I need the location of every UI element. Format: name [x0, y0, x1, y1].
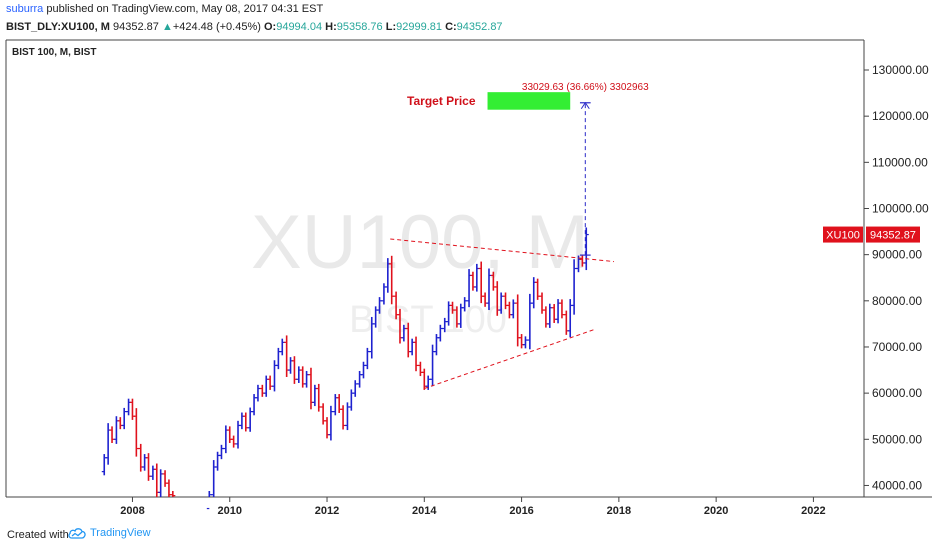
x-tick-label: 2020 [704, 505, 728, 517]
high-value: 95358.76 [336, 21, 383, 33]
y-tick-label: 100000.00 [872, 201, 929, 215]
ohlc-line: BIST_DLY:XU100, M 94352.87 ▲+424.48 (+0.… [6, 21, 503, 33]
last-price-tag-label: 94352.87 [870, 230, 916, 242]
projection-label: 33029.63 (36.66%) 3302963 [522, 82, 649, 93]
x-tick-label: 2008 [120, 505, 144, 517]
tradingview-brand: TradingView [90, 527, 151, 539]
high-label: H: [325, 21, 337, 33]
watermark: XU100, M BIST 100 [251, 200, 589, 341]
x-tick-label: 2010 [217, 505, 241, 517]
publish-line: suburra published on TradingView.com, Ma… [6, 3, 323, 15]
x-axis[interactable]: 2008 2010 2012 2014 2016 2018 2020 2022 [120, 497, 826, 517]
target-price-box [487, 92, 571, 110]
trendline [424, 328, 595, 389]
last-price-tag-box [866, 226, 920, 243]
author-link[interactable]: suburra [6, 3, 44, 15]
y-tick-label: 110000.00 [872, 155, 928, 169]
symbol-tag-box [823, 226, 863, 243]
open-label: O: [263, 21, 277, 33]
last-price: 94352.87 [112, 21, 159, 33]
watermark-sub: BIST 100 [349, 299, 507, 341]
trendline [390, 238, 615, 263]
close-label: C: [445, 21, 457, 33]
x-tick-label: 2014 [412, 505, 437, 517]
drawings: Target Price 33029.63 (36.66%) 3302963 [390, 82, 649, 389]
footer: Created with TradingView [0, 521, 932, 550]
y-tick-label: 50000.00 [872, 432, 922, 446]
x-tick-label: 2018 [607, 505, 631, 517]
y-tick-label: 130000.00 [872, 63, 929, 77]
target-price-label: Target Price [407, 94, 476, 108]
y-tick-label: 80000.00 [872, 294, 922, 308]
x-tick-label: 2012 [315, 505, 339, 517]
chart-header: suburra published on TradingView.com, Ma… [0, 0, 932, 40]
tradingview-link[interactable]: TradingView [68, 527, 151, 539]
x-tick-label: 2022 [801, 505, 825, 517]
y-tick-label: 40000.00 [872, 478, 922, 492]
close-value: 94352.87 [456, 21, 503, 33]
y-tick-label: 60000.00 [872, 386, 922, 400]
y-tick-label: 70000.00 [872, 340, 922, 354]
price-chart[interactable]: XU100, M BIST 100 BIST 100, M, BIST 4000… [0, 0, 932, 521]
tradingview-cloud-icon [68, 528, 86, 539]
x-tick-label: 2016 [509, 505, 533, 517]
candle-series [101, 227, 589, 510]
chart-title: BIST 100, M, BIST [12, 47, 96, 58]
created-with-label: Created with [7, 529, 69, 541]
symbol-label: BIST_DLY:XU100, M [6, 21, 110, 33]
change-value: +424.48 (+0.45%) [172, 21, 261, 33]
low-value: 92999.81 [396, 21, 442, 33]
publish-info: published on TradingView.com, May 08, 20… [46, 3, 324, 15]
change-arrow-icon: ▲ [161, 21, 173, 33]
price-tag: XU100 94352.87 [823, 226, 920, 243]
low-label: L: [385, 21, 397, 33]
projection-arrow-icon [580, 101, 590, 110]
y-axis[interactable]: 40000.00 50000.00 60000.00 70000.00 80000.00… [864, 63, 929, 492]
symbol-tag-label: XU100 [826, 230, 860, 242]
watermark-main: XU100, M [251, 200, 589, 285]
open-value: 94994.04 [276, 21, 323, 33]
y-tick-label: 90000.00 [872, 248, 922, 262]
y-tick-label: 120000.00 [872, 109, 929, 123]
